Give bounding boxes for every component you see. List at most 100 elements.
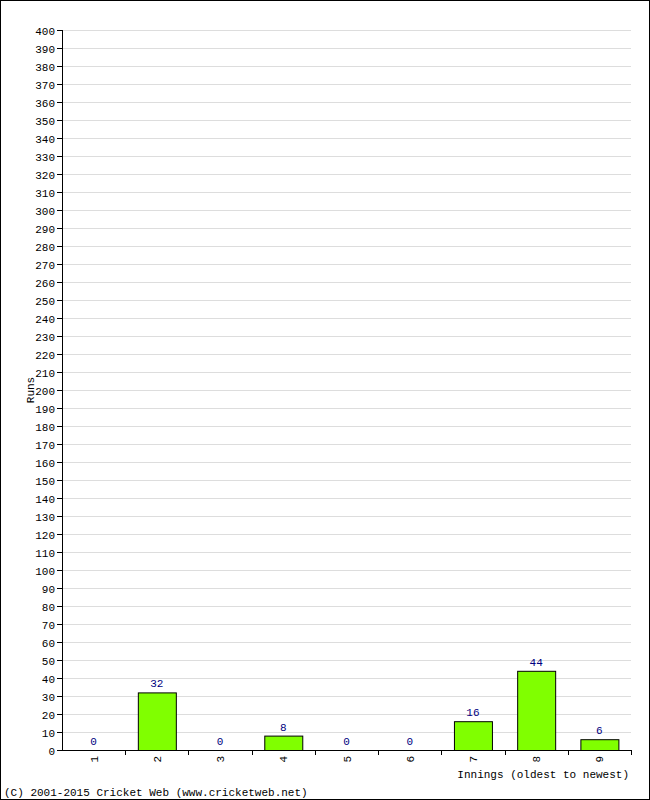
grid-line <box>62 282 631 283</box>
y-tick <box>57 264 62 265</box>
copyright: (C) 2001-2015 Cricket Web (www.cricketwe… <box>4 787 308 799</box>
x-tick <box>378 750 379 755</box>
y-tick-label: 130 <box>35 512 55 524</box>
bar <box>581 740 619 750</box>
grid-line <box>62 588 631 589</box>
y-tick-label: 320 <box>35 170 55 182</box>
grid-line <box>62 300 631 301</box>
x-axis <box>62 750 631 751</box>
bar <box>138 693 176 750</box>
y-tick-label: 120 <box>35 530 55 542</box>
y-tick <box>57 192 62 193</box>
y-tick-label: 270 <box>35 260 55 272</box>
y-tick-label: 370 <box>35 80 55 92</box>
x-tick <box>568 750 569 755</box>
grid-line <box>62 516 631 517</box>
y-tick <box>57 552 62 553</box>
data-label: 44 <box>530 657 544 669</box>
bars <box>138 671 619 750</box>
y-tick <box>57 390 62 391</box>
y-tick-label: 40 <box>42 674 55 686</box>
grid-line <box>62 210 631 211</box>
x-tick <box>441 750 442 755</box>
data-label: 32 <box>150 678 163 690</box>
y-tick <box>57 714 62 715</box>
y-tick <box>57 156 62 157</box>
y-tick-label: 100 <box>35 566 55 578</box>
grid-line <box>62 48 631 49</box>
y-tick <box>57 174 62 175</box>
y-tick <box>57 66 62 67</box>
y-tick-label: 20 <box>42 710 55 722</box>
grid-line <box>62 354 631 355</box>
y-tick <box>57 660 62 661</box>
grid-line <box>62 246 631 247</box>
y-tick <box>57 678 62 679</box>
x-tick <box>505 750 506 755</box>
grid-line <box>62 192 631 193</box>
y-tick <box>57 30 62 31</box>
y-tick <box>57 408 62 409</box>
y-tick <box>57 426 62 427</box>
x-axis-label: Innings (oldest to newest) <box>457 769 629 781</box>
y-tick-label: 0 <box>48 746 55 758</box>
chart-svg: 0102030405060708090100110120130140150160… <box>0 0 650 800</box>
y-tick <box>57 732 62 733</box>
y-tick <box>57 480 62 481</box>
y-tick-label: 110 <box>35 548 55 560</box>
x-tick <box>631 750 632 755</box>
y-tick <box>57 606 62 607</box>
y-tick-label: 30 <box>42 692 55 704</box>
y-tick-label: 10 <box>42 728 55 740</box>
grid-line <box>62 228 631 229</box>
y-tick-label: 90 <box>42 584 55 596</box>
y-tick-label: 300 <box>35 206 55 218</box>
y-tick <box>57 120 62 121</box>
y-tick-label: 280 <box>35 242 55 254</box>
y-tick <box>57 354 62 355</box>
y-tick-label: 250 <box>35 296 55 308</box>
x-tick-label: 5 <box>342 756 354 763</box>
data-label: 16 <box>466 707 479 719</box>
data-label: 0 <box>217 736 224 748</box>
y-tick <box>57 84 62 85</box>
y-tick <box>57 372 62 373</box>
y-tick <box>57 228 62 229</box>
y-tick <box>57 318 62 319</box>
grid-line <box>62 570 631 571</box>
y-tick <box>57 498 62 499</box>
data-label: 0 <box>343 736 350 748</box>
y-tick <box>57 246 62 247</box>
grid-line <box>62 156 631 157</box>
bar <box>454 722 492 750</box>
grid-line <box>62 336 631 337</box>
y-tick-label: 290 <box>35 224 55 236</box>
grid-line <box>62 498 631 499</box>
y-tick <box>57 516 62 517</box>
grid-line <box>62 606 631 607</box>
grid-line <box>62 174 631 175</box>
grid-line <box>62 30 631 31</box>
x-tick-label: 8 <box>531 756 543 763</box>
y-tick <box>57 588 62 589</box>
data-label: 6 <box>596 725 603 737</box>
y-tick <box>57 102 62 103</box>
grid-line <box>62 138 631 139</box>
y-tick-label: 230 <box>35 332 55 344</box>
y-tick <box>57 336 62 337</box>
data-label: 0 <box>406 736 413 748</box>
y-tick <box>57 138 62 139</box>
y-tick <box>57 696 62 697</box>
x-tick <box>188 750 189 755</box>
x-tick <box>252 750 253 755</box>
grid-line <box>62 390 631 391</box>
x-tick-label: 3 <box>215 756 227 763</box>
y-tick <box>57 750 62 751</box>
grid-line <box>62 426 631 427</box>
grid-line <box>62 372 631 373</box>
y-axis-label: Runs <box>25 377 37 403</box>
y-tick-label: 200 <box>35 386 55 398</box>
grid-line <box>62 750 631 751</box>
y-tick-label: 170 <box>35 440 55 452</box>
grid-line <box>62 462 631 463</box>
